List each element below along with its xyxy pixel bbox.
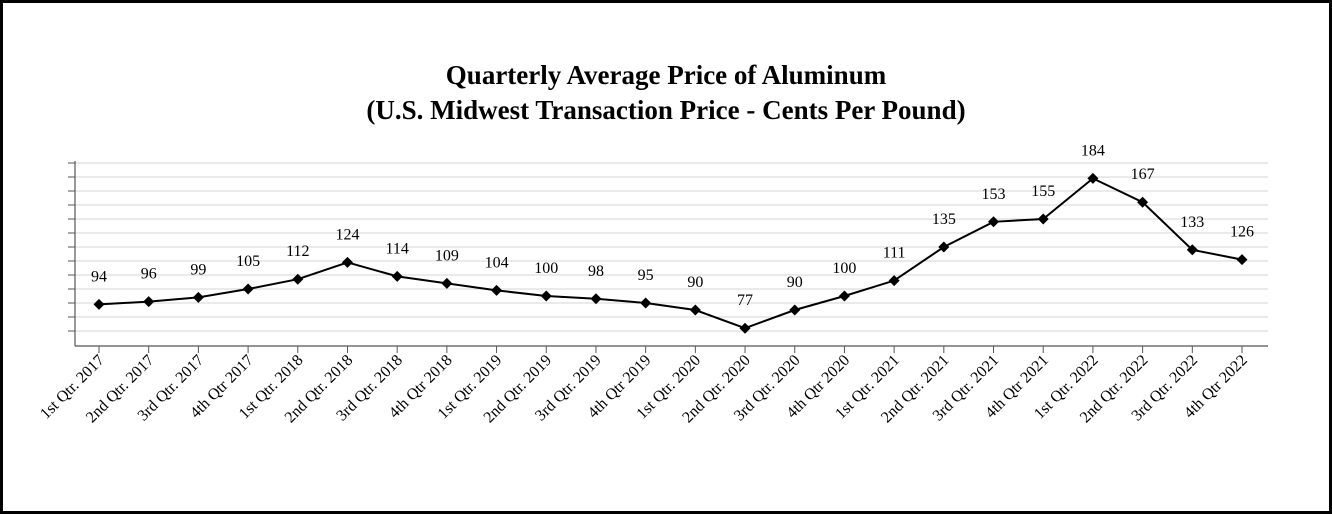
data-label: 133 [1180,214,1204,231]
chart-title-line-1: Quarterly Average Price of Aluminum [445,60,887,90]
data-label: 94 [91,268,107,285]
data-label: 126 [1230,224,1254,241]
data-point [590,293,602,305]
data-label: 98 [588,263,604,280]
data-labels: 94 96 99 105 112 124 114 109 104 100 98 95 90 77 90 100… [91,142,1254,309]
data-point [540,290,552,302]
data-point [341,256,353,268]
data-markers [93,172,1248,334]
data-label: 100 [534,260,558,277]
data-point [491,284,503,296]
data-point [838,290,850,302]
chart-title: Quarterly Average Price of Aluminum (U.S… [0,58,1332,128]
axes [68,161,1268,353]
data-point [1137,196,1149,208]
data-point [292,273,304,285]
data-point [143,296,155,308]
data-point [988,216,1000,228]
data-label: 124 [335,226,359,243]
data-label: 153 [982,186,1006,203]
data-point [242,283,254,295]
series-line [98,177,1243,330]
series-line-group [98,177,1243,330]
data-label: 155 [1031,183,1055,200]
data-point [789,304,801,316]
data-point [938,241,950,253]
data-point [192,291,204,303]
data-point [1087,172,1099,184]
data-label: 95 [638,267,654,284]
data-label: 90 [687,274,703,291]
chart-title-line-2: (U.S. Midwest Transaction Price - Cents … [366,95,966,125]
data-label: 111 [883,245,906,262]
data-point [391,270,403,282]
data-label: 184 [1081,142,1105,159]
data-point [689,304,701,316]
gridlines [75,162,1268,332]
data-label: 135 [932,211,956,228]
data-label: 104 [485,254,509,271]
data-label: 100 [832,260,856,277]
data-label: 114 [385,240,408,257]
data-point [1236,254,1248,266]
data-label: 167 [1131,166,1155,183]
data-point [640,297,652,309]
data-label: 109 [435,247,459,264]
data-point [1037,213,1049,225]
data-point [93,298,105,310]
data-point [739,322,751,334]
data-point [888,275,900,287]
data-label: 105 [236,253,260,270]
data-label: 99 [190,261,206,278]
data-point [441,277,453,289]
data-label: 112 [286,243,309,260]
data-label: 90 [787,274,803,291]
data-label: 77 [737,292,753,309]
data-label: 96 [141,266,157,283]
data-point [1186,244,1198,256]
